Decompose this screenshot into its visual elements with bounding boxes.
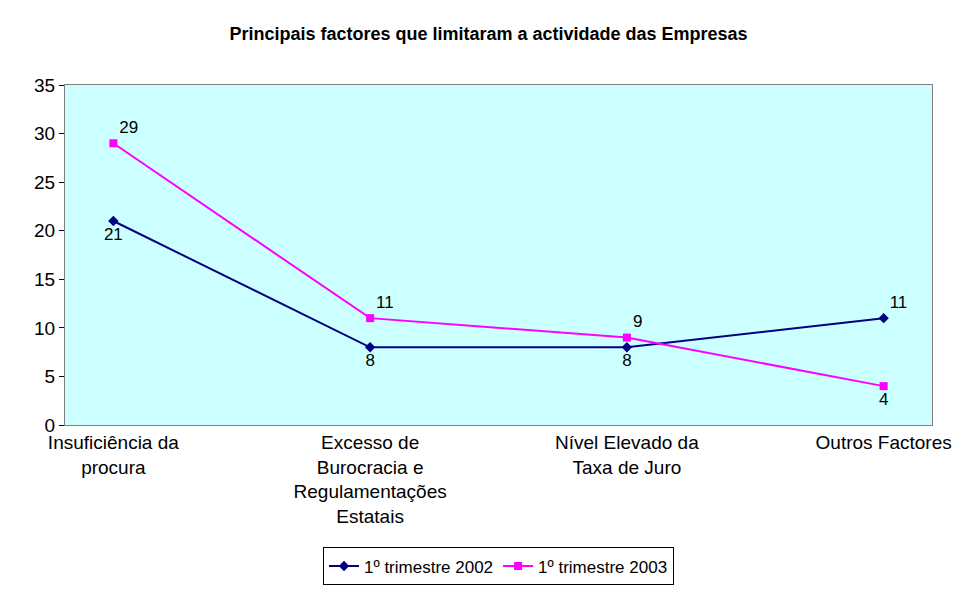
svg-text:1º trimestre 2002: 1º trimestre 2002 [364, 558, 493, 577]
svg-text:15: 15 [34, 269, 55, 290]
svg-text:35: 35 [34, 75, 55, 96]
svg-text:8: 8 [622, 351, 631, 370]
svg-text:9: 9 [633, 312, 642, 331]
svg-text:5: 5 [45, 366, 56, 387]
svg-text:30: 30 [34, 123, 55, 144]
svg-text:Outros Factores: Outros Factores [816, 432, 952, 453]
svg-text:Excesso deBurocracia eRegulame: Excesso deBurocracia eRegulamentaçõesEst… [294, 432, 447, 527]
svg-text:29: 29 [119, 118, 138, 137]
svg-text:11: 11 [376, 293, 394, 312]
svg-text:8: 8 [365, 351, 374, 370]
svg-text:Nível Elevado daTaxa de Juro: Nível Elevado daTaxa de Juro [555, 432, 699, 478]
svg-text:4: 4 [879, 390, 888, 409]
svg-text:10: 10 [34, 318, 55, 339]
svg-text:20: 20 [34, 220, 55, 241]
svg-text:Principais factores que limita: Principais factores que limitaram a acti… [229, 24, 747, 44]
svg-text:25: 25 [34, 172, 55, 193]
svg-text:1º trimestre 2003: 1º trimestre 2003 [538, 558, 667, 577]
svg-text:Insuficiência daprocura: Insuficiência daprocura [48, 432, 179, 478]
svg-text:11: 11 [890, 293, 908, 312]
svg-text:0: 0 [45, 415, 56, 436]
svg-text:21: 21 [104, 225, 123, 244]
